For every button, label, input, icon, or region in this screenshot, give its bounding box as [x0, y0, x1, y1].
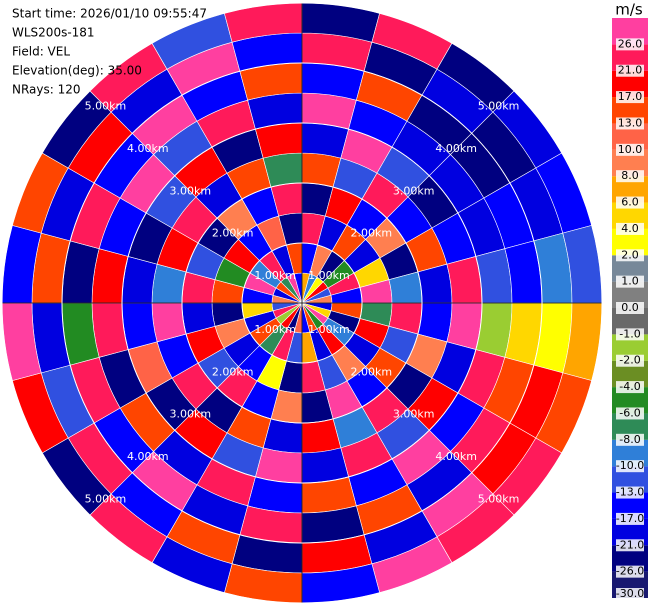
range-ring-label: 5.00km [478, 99, 520, 112]
range-ring-label: 1.00km [308, 269, 350, 282]
colorbar-label: 21.0 [618, 64, 643, 77]
colorbar-label-bg [616, 64, 644, 77]
colorbar-label-bg [616, 38, 644, 51]
range-ring-label: 3.00km [169, 408, 211, 421]
colorbar-label: -1.0 [619, 327, 640, 340]
colorbar-label: 26.0 [618, 37, 643, 50]
colorbar-label-bg [616, 354, 644, 367]
radar-cell [121, 302, 158, 350]
radar-cell [446, 302, 483, 350]
range-ring-label: 4.00km [435, 450, 477, 463]
colorbar-label-bg [616, 460, 644, 473]
range-ring-label: 3.00km [169, 184, 211, 197]
range-ring [241, 242, 363, 364]
colorbar-label-bg [616, 91, 644, 104]
range-ring [1, 2, 603, 604]
radar-cell [301, 122, 349, 159]
colorbar-label-bg [616, 433, 644, 446]
colorbar: -30.0 -26.0 -21.0 -17.0 -13.0 -10.0 -8.0 -6.0 -4… [612, 18, 648, 600]
info-line: Start time: 2026/01/10 09:55:47 [12, 7, 207, 21]
colorbar-label: -17.0 [616, 512, 644, 525]
colorbar-label-bg [616, 170, 644, 183]
colorbar-label-bg [616, 143, 644, 156]
info-line: WLS200s-181 [12, 26, 95, 40]
range-ring-label: 4.00km [435, 142, 477, 155]
radar-cell [255, 122, 303, 159]
range-ring-label: 2.00km [351, 227, 393, 240]
colorbar-label-bg [616, 486, 644, 499]
range-ring-label: 5.00km [85, 99, 127, 112]
range-ring [61, 62, 543, 544]
range-ring-label: 1.00km [254, 323, 296, 336]
colorbar-label-bg [616, 275, 644, 288]
colorbar-label: -26.0 [616, 565, 644, 578]
info-line: NRays: 120 [12, 83, 81, 97]
colorbar-label-bg [616, 249, 644, 262]
range-ring-label: 4.00km [127, 450, 169, 463]
colorbar-label-bg [616, 328, 644, 341]
colorbar-label: -2.0 [619, 354, 640, 367]
colorbar-label: -8.0 [619, 433, 640, 446]
range-rings: 1.00km 1.00km 1.00km 1.00km 2.00km 2.00km 2.00… [1, 2, 603, 604]
colorbar-label: 4.0 [621, 222, 639, 235]
colorbar-label: -30.0 [616, 587, 644, 600]
colorbar-label-bg [616, 539, 644, 552]
range-ring-label: 4.00km [127, 142, 169, 155]
colorbar-label-bg [616, 381, 644, 394]
colorbar-label: -13.0 [616, 486, 644, 499]
range-ring [181, 182, 423, 424]
colorbar-label: 13.0 [618, 116, 643, 129]
range-ring-label: 1.00km [308, 323, 350, 336]
range-ring-label: 3.00km [393, 408, 435, 421]
range-ring-label: 2.00km [351, 365, 393, 378]
radar-cells [1, 2, 603, 604]
range-ring-label: 5.00km [478, 493, 520, 506]
colorbar-label: -6.0 [619, 406, 640, 419]
range-ring-label: 1.00km [254, 269, 296, 282]
colorbar-label: -10.0 [616, 459, 644, 472]
range-ring-label: 5.00km [85, 493, 127, 506]
radar-cell [301, 447, 349, 484]
colorbar-label-bg [616, 407, 644, 420]
colorbar-label: -21.0 [616, 538, 644, 551]
colorbar-label-bg [616, 565, 644, 578]
colorbar-label: -4.0 [619, 380, 640, 393]
radar-cell [446, 256, 483, 304]
colorbar-label: 1.0 [621, 275, 639, 288]
radar-cell [121, 256, 158, 304]
range-ring-label: 3.00km [393, 184, 435, 197]
info-line: Field: VEL [12, 45, 70, 59]
colorbar-label: 6.0 [621, 196, 639, 209]
colorbar-label-bg [616, 588, 644, 600]
colorbar-label-bg [616, 222, 644, 235]
radar-cell [255, 447, 303, 484]
range-ring [121, 122, 483, 484]
colorbar-label: 2.0 [621, 248, 639, 261]
info-block: Start time: 2026/01/10 09:55:47 WLS200s-1… [12, 7, 207, 97]
colorbar-label: 8.0 [621, 169, 639, 182]
colorbar-label: 10.0 [618, 143, 643, 156]
colorbar-label: 17.0 [618, 90, 643, 103]
info-line: Elevation(deg): 35.00 [12, 64, 142, 78]
colorbar-unit: m/s [615, 1, 643, 19]
range-ring-label: 2.00km [212, 365, 254, 378]
colorbar-label-bg [616, 512, 644, 525]
colorbar-label-bg [616, 117, 644, 130]
colorbar-label: 0.0 [621, 301, 639, 314]
colorbar-label-bg [616, 196, 644, 209]
range-ring-label: 2.00km [212, 227, 254, 240]
colorbar-label-bg [616, 302, 644, 314]
